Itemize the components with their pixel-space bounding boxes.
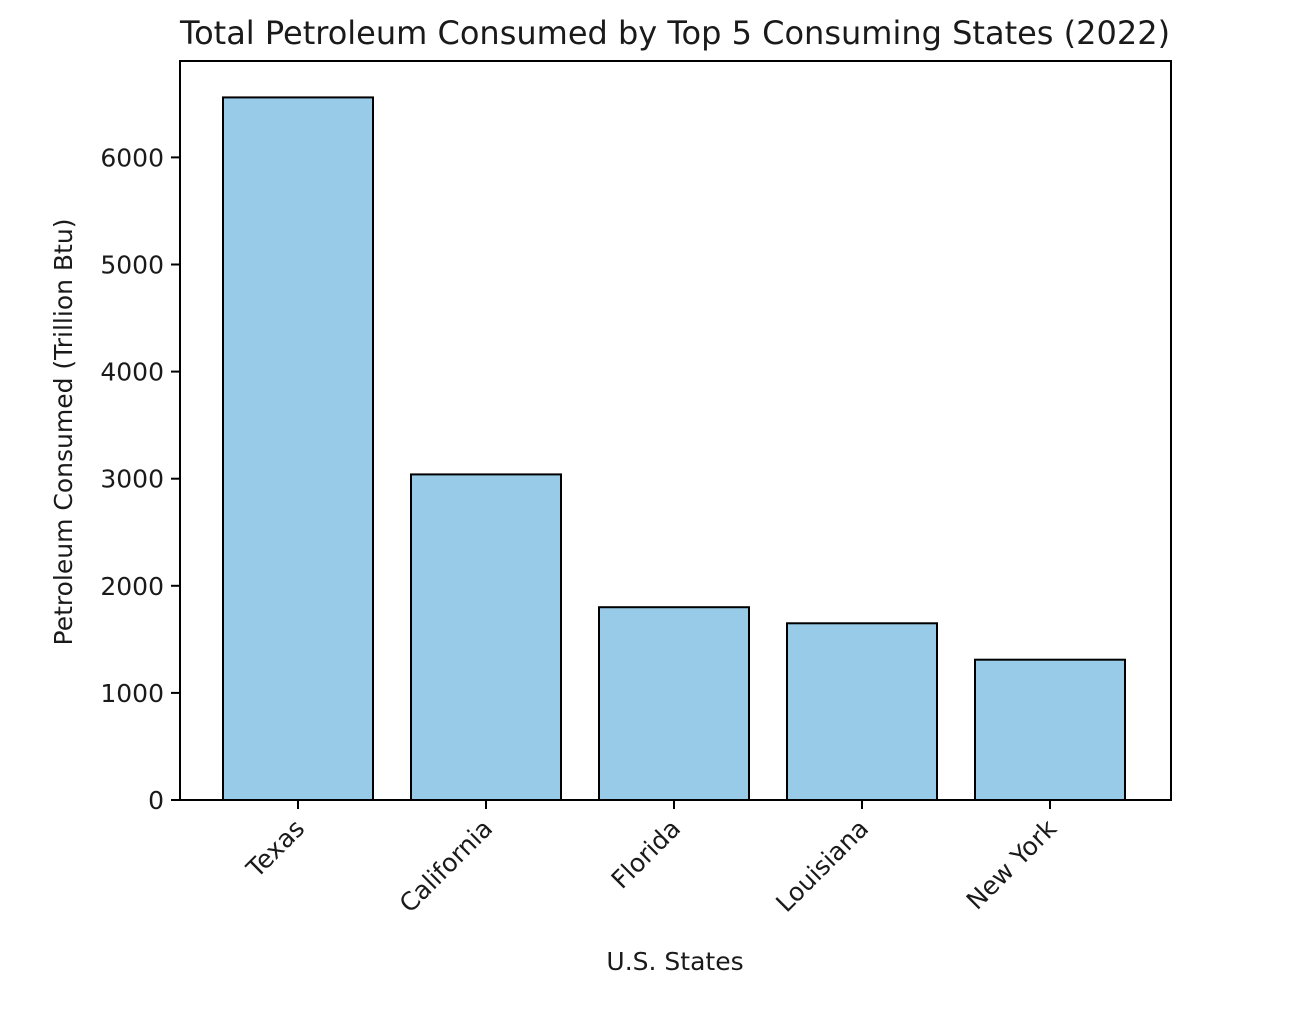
- y-tick-label: 2000: [100, 572, 164, 601]
- bar-florida: [598, 606, 750, 802]
- bar-california: [410, 473, 562, 801]
- y-tick-label: 6000: [100, 143, 164, 172]
- bar-louisiana: [786, 622, 938, 801]
- x-tick-label: Texas: [240, 814, 310, 884]
- bars-layer: [222, 96, 1126, 802]
- x-tick-label: California: [394, 814, 498, 918]
- x-tick-label: Florida: [606, 814, 687, 895]
- y-tick-label: 1000: [100, 679, 164, 708]
- x-tick-label: New York: [961, 813, 1063, 915]
- y-tick-label: 3000: [100, 465, 164, 494]
- plot-frame: [179, 60, 1172, 801]
- x-axis-label: U.S. States: [606, 947, 743, 976]
- bar-new-york: [974, 658, 1126, 801]
- bar-texas: [222, 96, 374, 801]
- x-tick-label: Louisiana: [770, 814, 874, 918]
- y-axis-label: Petroleum Consumed (Trillion Btu): [49, 219, 78, 646]
- y-tick-label: 0: [148, 786, 164, 815]
- chart-title: Total Petroleum Consumed by Top 5 Consum…: [179, 14, 1170, 52]
- y-tick-label: 4000: [100, 358, 164, 387]
- y-tick-label: 5000: [100, 250, 164, 279]
